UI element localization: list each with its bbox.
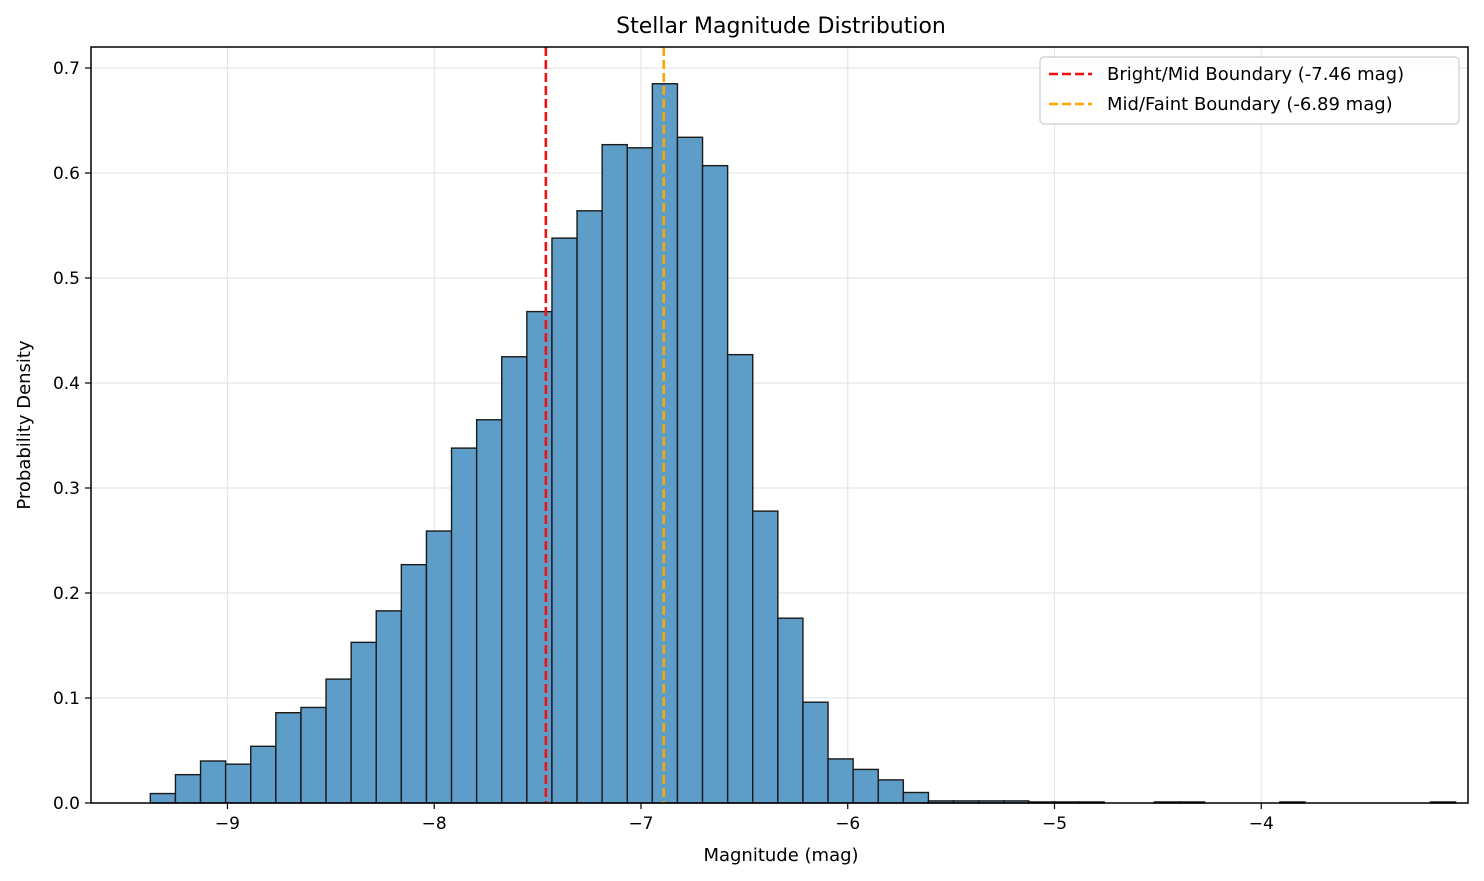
y-tick-label: 0.6 xyxy=(53,164,80,184)
histogram-bar xyxy=(877,779,905,804)
histogram-bar xyxy=(777,617,804,804)
histogram-bar xyxy=(325,678,352,804)
x-axis-label: Magnitude (mag) xyxy=(703,845,858,866)
y-tick-label: 0.4 xyxy=(53,374,80,394)
y-axis-ticks: 0.0 0.1 0.2 0.3 0.4 0.5 0.6 0.7 xyxy=(53,59,91,814)
histogram-bar xyxy=(726,353,754,804)
x-tick-label: −9 xyxy=(215,814,240,834)
x-tick-label: −6 xyxy=(835,814,860,834)
histogram-bar xyxy=(224,763,252,804)
histogram-bars xyxy=(149,83,1457,804)
histogram-bar xyxy=(852,768,879,804)
histogram-bar xyxy=(501,356,528,804)
y-tick-label: 0.2 xyxy=(53,584,80,604)
histogram-bar xyxy=(676,136,704,804)
x-axis-ticks: −9 −8 −7 −6 −5 −4 xyxy=(215,803,1274,834)
histogram-bar xyxy=(375,610,403,804)
histogram-bar xyxy=(149,792,177,804)
y-tick-label: 0.5 xyxy=(53,269,80,289)
legend-label: Bright/Mid Boundary (-7.46 mag) xyxy=(1107,64,1404,85)
histogram-bar xyxy=(450,447,478,804)
y-tick-label: 0.1 xyxy=(53,689,80,709)
x-tick-label: −7 xyxy=(628,814,653,834)
histogram-bar xyxy=(902,791,930,804)
histogram-bar xyxy=(174,773,202,804)
legend: Bright/Mid Boundary (-7.46 mag) Mid/Faint… xyxy=(1039,56,1460,125)
histogram-bar xyxy=(400,563,428,804)
plot-frame xyxy=(90,46,1469,804)
histogram-bar xyxy=(350,641,377,804)
histogram-bar xyxy=(250,745,277,804)
histogram-bar xyxy=(576,210,603,804)
histogram-bar xyxy=(425,530,453,804)
histogram-bar xyxy=(300,706,327,804)
x-tick-label: −5 xyxy=(1042,814,1067,834)
histogram-bar xyxy=(526,310,553,804)
x-tick-label: −4 xyxy=(1249,814,1274,834)
histogram-bar xyxy=(551,237,578,804)
x-tick-label: −8 xyxy=(422,814,447,834)
histogram-bar xyxy=(626,147,654,804)
y-axis-label: Probability Density xyxy=(14,340,35,510)
legend-box xyxy=(1039,56,1460,125)
histogram-bar xyxy=(827,758,854,804)
histogram-bar xyxy=(802,701,829,804)
histogram-bar xyxy=(275,712,302,804)
histogram-bar xyxy=(752,510,779,804)
histogram-bar xyxy=(199,760,227,804)
histogram-bar xyxy=(475,419,503,804)
y-tick-label: 0.0 xyxy=(53,794,80,814)
histogram-bar xyxy=(601,143,628,804)
y-tick-label: 0.7 xyxy=(53,59,80,79)
y-tick-label: 0.3 xyxy=(53,479,80,499)
boundary-lines xyxy=(544,47,666,803)
legend-label: Mid/Faint Boundary (-6.89 mag) xyxy=(1107,94,1393,115)
chart-title: Stellar Magnitude Distribution xyxy=(616,14,946,39)
histogram-bar xyxy=(701,164,729,804)
